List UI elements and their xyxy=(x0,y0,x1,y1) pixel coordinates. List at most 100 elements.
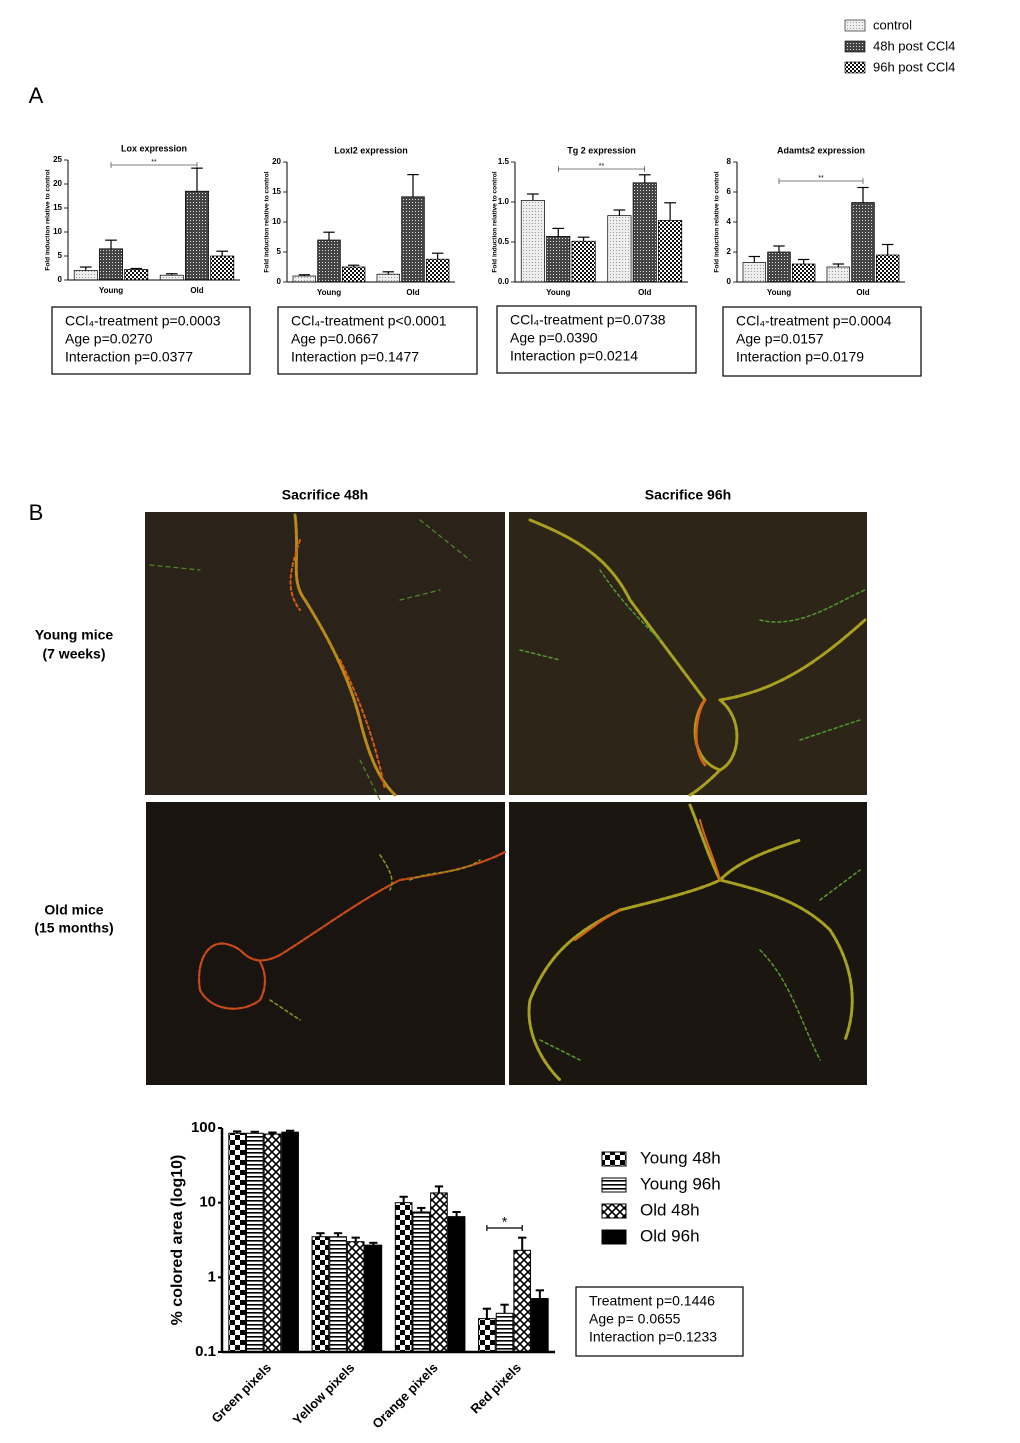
bar xyxy=(607,215,632,283)
y-axis-label: Fold induction relative to control xyxy=(714,171,721,272)
chart-title: Tg 2 expression xyxy=(567,145,636,155)
stats-line: Treatment p=0.1446 xyxy=(589,1293,715,1309)
y-tick-label: 1 xyxy=(208,1268,216,1285)
bar xyxy=(346,1241,365,1353)
stats-line: Age p=0.0667 xyxy=(291,331,379,347)
bar xyxy=(425,258,450,283)
x-tick-label: Old xyxy=(190,286,203,295)
panel-label: B xyxy=(29,500,44,525)
x-tick-label: Orange pixels xyxy=(369,1360,440,1431)
bar xyxy=(658,220,683,283)
bar xyxy=(632,182,657,283)
x-tick-label: Young xyxy=(767,288,791,297)
bar xyxy=(826,266,851,283)
stats-line: Interaction p=0.0214 xyxy=(510,348,638,364)
chart-title: Adamts2 expression xyxy=(777,145,865,155)
y-tick-label: 5 xyxy=(277,247,282,256)
stats-line: CCl₄-treatment p<0.0001 xyxy=(291,313,447,329)
y-tick-label: 0 xyxy=(727,277,732,286)
stats-line: Age p=0.0157 xyxy=(736,331,824,347)
bar xyxy=(520,200,545,283)
bar xyxy=(281,1131,299,1353)
y-tick-label: 15 xyxy=(272,187,281,196)
micrograph xyxy=(146,802,507,1085)
y-axis-label: Fold induction relative to control xyxy=(492,171,499,272)
chart-title: Loxl2 expression xyxy=(334,145,408,155)
y-tick-label: 5 xyxy=(58,251,63,260)
legend-label: 96h post CCl4 xyxy=(873,59,955,74)
y-tick-label: 4 xyxy=(727,217,732,226)
y-tick-label: 6 xyxy=(727,187,732,196)
bar xyxy=(875,254,900,283)
bar xyxy=(791,263,816,283)
x-tick-label: Yellow pixels xyxy=(290,1360,358,1428)
y-tick-label: 20 xyxy=(53,179,62,188)
legend-label: Old 96h xyxy=(640,1226,700,1245)
micrograph xyxy=(145,512,505,801)
bar xyxy=(159,274,184,281)
bar xyxy=(364,1244,383,1353)
bar xyxy=(394,1202,413,1353)
legend-swatch xyxy=(844,19,866,32)
x-tick-label: Old xyxy=(856,288,869,297)
y-axis-label: Fold induction relative to control xyxy=(264,171,271,272)
y-tick-label: 0 xyxy=(58,275,63,284)
y-tick-label: 0 xyxy=(277,277,282,286)
bar xyxy=(311,1236,330,1353)
stats-line: Interaction p=0.0377 xyxy=(65,349,193,365)
stats-line: CCl₄-treatment p=0.0738 xyxy=(510,312,666,328)
x-tick-label: Old xyxy=(406,288,419,297)
bar xyxy=(412,1211,431,1353)
legend-swatch xyxy=(844,61,866,74)
y-tick-label: 25 xyxy=(53,155,62,164)
legend-label: Young 96h xyxy=(640,1174,721,1193)
x-tick-label: Red pixels xyxy=(467,1360,524,1417)
bar xyxy=(317,239,341,283)
bar xyxy=(531,1298,549,1353)
bar xyxy=(210,255,235,281)
legend-label: 48h post CCl4 xyxy=(873,38,955,53)
x-tick-label: Young xyxy=(317,288,341,297)
stats-line: Interaction p=0.0179 xyxy=(736,349,864,365)
stats-line: Age p= 0.0655 xyxy=(589,1311,681,1327)
bar xyxy=(263,1133,282,1353)
stats-line: Interaction p=0.1477 xyxy=(291,349,419,365)
bar xyxy=(292,275,317,283)
bar xyxy=(851,202,875,283)
legend-label: Old 48h xyxy=(640,1200,700,1219)
significance-label: ** xyxy=(151,159,157,166)
bar xyxy=(767,251,791,283)
bar xyxy=(185,190,209,281)
significance-label: ** xyxy=(818,175,824,182)
micrograph xyxy=(509,802,867,1085)
legend-swatch xyxy=(844,40,866,53)
row-label: Old mice xyxy=(44,902,103,918)
x-tick-label: Green pixels xyxy=(208,1360,274,1426)
x-tick-label: Young xyxy=(99,286,123,295)
legend-label: Young 48h xyxy=(640,1148,721,1167)
significance-label: ** xyxy=(599,163,605,170)
bar xyxy=(513,1249,532,1353)
legend-swatch xyxy=(601,1177,627,1193)
y-tick-label: 0.1 xyxy=(195,1343,216,1360)
stats-box xyxy=(496,305,697,374)
bar xyxy=(341,266,366,283)
stats-box xyxy=(277,306,478,375)
y-tick-label: 0.5 xyxy=(498,237,510,246)
micrograph xyxy=(509,512,867,797)
panel-label: A xyxy=(29,83,44,108)
y-tick-label: 10 xyxy=(272,217,281,226)
stats-line: Interaction p=0.1233 xyxy=(589,1329,717,1345)
y-tick-label: 8 xyxy=(727,157,732,166)
row-label: (7 weeks) xyxy=(42,646,105,662)
x-tick-label: Old xyxy=(638,288,651,297)
legend-swatch xyxy=(601,1151,627,1167)
bar xyxy=(245,1132,264,1353)
column-title: Sacrifice 96h xyxy=(645,487,731,503)
y-tick-label: 10 xyxy=(53,227,62,236)
y-tick-label: 2 xyxy=(727,247,732,256)
x-tick-label: Young xyxy=(546,288,570,297)
y-axis-label: Fold induction relative to control xyxy=(45,169,52,270)
bar xyxy=(430,1192,448,1353)
